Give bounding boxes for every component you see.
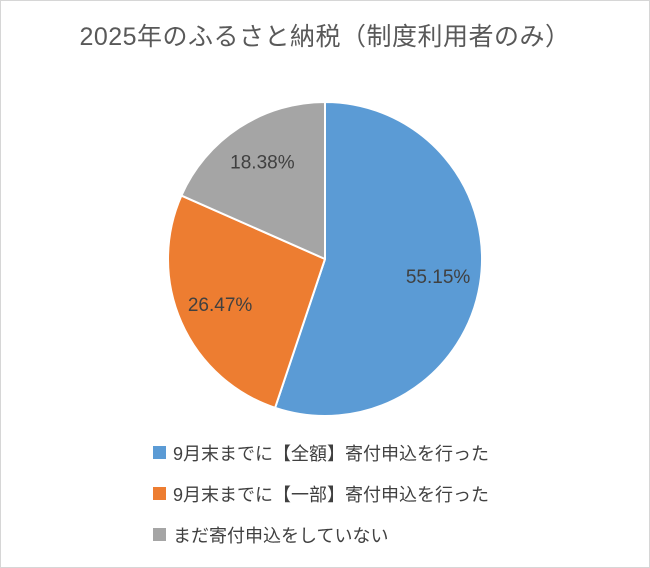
legend-label: 9月末までに【全額】寄付申込を行った [173,443,490,464]
chart-legend: 9月末までに【全額】寄付申込を行った 9月末までに【一部】寄付申込を行った まだ… [153,439,489,548]
legend-swatch-blue-icon [153,446,166,459]
legend-label: まだ寄付申込をしていない [173,525,389,546]
legend-item-not-yet: まだ寄付申込をしていない [153,521,489,548]
pie-data-label-2: 26.47% [188,295,253,316]
pie-slice-1 [274,101,484,417]
legend-item-full-donation: 9月末までに【全額】寄付申込を行った [153,439,489,466]
legend-swatch-orange-icon [153,487,166,500]
pie-chart: 55.15% 26.47% 18.38% [167,101,484,417]
pie-data-label-3: 18.38% [230,153,295,174]
pie-data-label-1: 55.15% [406,267,471,288]
chart-title: 2025年のふるさと納税（制度利用者のみ） [79,23,571,51]
pie-slice-2 [167,194,326,409]
legend-label: 9月末までに【一部】寄付申込を行った [173,484,490,505]
legend-item-partial-donation: 9月末までに【一部】寄付申込を行った [153,480,489,507]
pie-slice-3 [180,101,326,260]
legend-swatch-gray-icon [153,528,166,541]
